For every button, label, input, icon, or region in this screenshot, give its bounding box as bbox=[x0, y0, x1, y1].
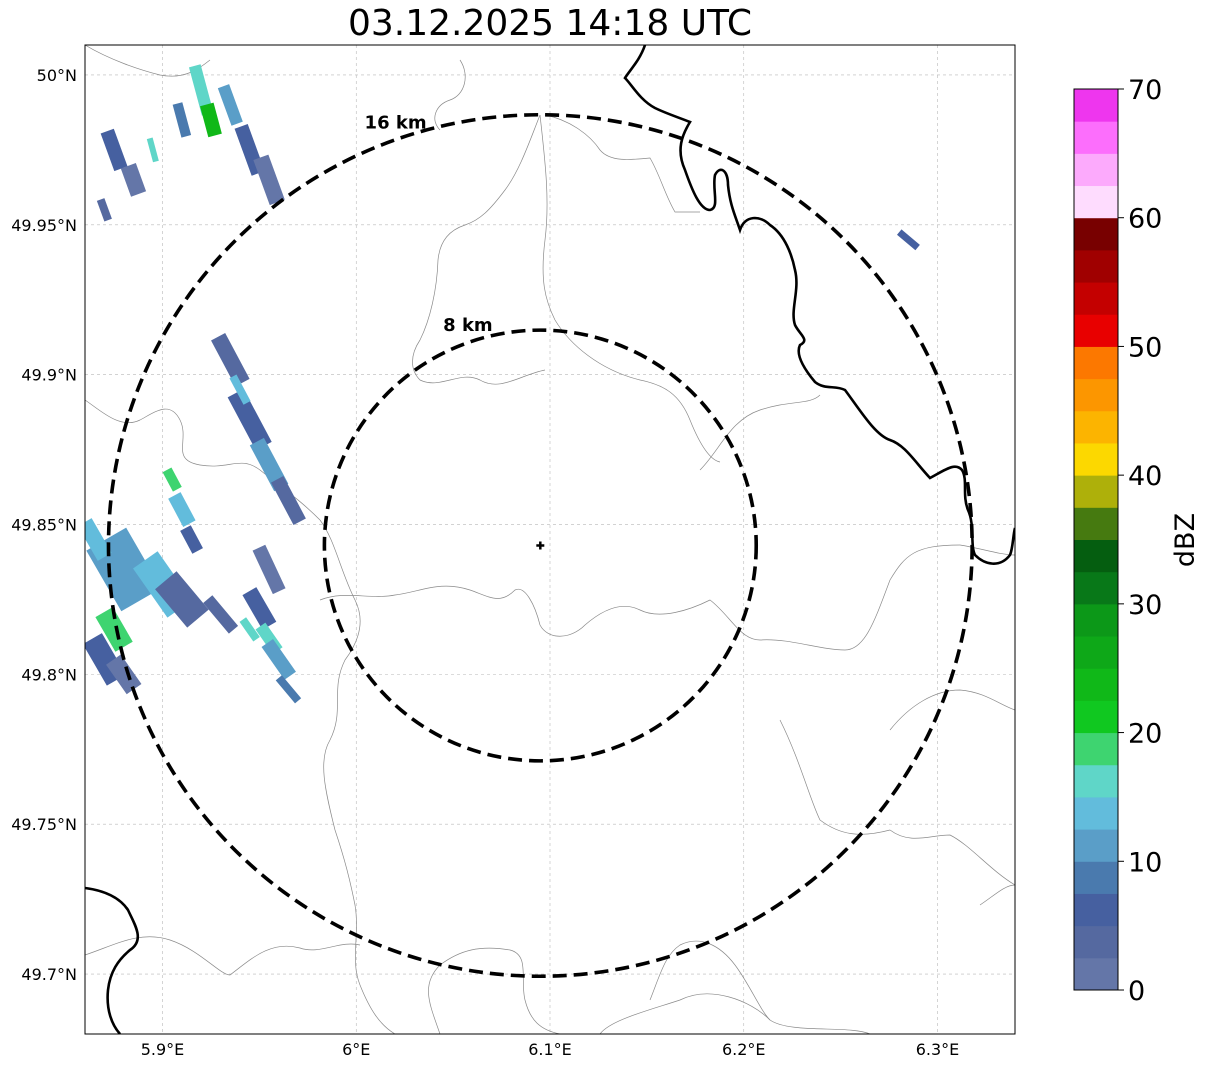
lat-tick-label: 49.7°N bbox=[21, 965, 77, 984]
commune-border bbox=[959, 544, 1015, 556]
echo-cell bbox=[253, 154, 285, 206]
lon-tick-label: 6°E bbox=[342, 1040, 370, 1059]
echo-cell bbox=[211, 332, 250, 387]
echo-cell bbox=[180, 525, 203, 554]
echo-cell bbox=[275, 675, 302, 704]
echo-cell bbox=[217, 84, 243, 126]
echo-cell bbox=[227, 388, 272, 451]
echo-cell bbox=[200, 102, 222, 138]
commune-border bbox=[649, 940, 771, 1021]
echo-cell bbox=[96, 198, 112, 222]
commune-border bbox=[412, 114, 546, 385]
echo-cell bbox=[229, 374, 251, 405]
national-border-east bbox=[623, 45, 1015, 565]
echo-cell bbox=[106, 654, 142, 695]
range-ring bbox=[106, 112, 974, 979]
commune-border bbox=[319, 544, 961, 651]
national-border bbox=[85, 45, 1015, 1034]
echo-cell bbox=[252, 544, 286, 595]
echo-cell bbox=[249, 437, 289, 492]
echo-cell bbox=[203, 595, 239, 634]
commune-border bbox=[319, 519, 396, 1034]
map-frame bbox=[84, 44, 1016, 1035]
lat-tick-label: 49.85°N bbox=[11, 516, 77, 535]
echo-cell bbox=[95, 607, 133, 652]
map-title: 03.12.2025 14:18 UTC bbox=[347, 3, 753, 44]
lat-tick-label: 49.95°N bbox=[11, 216, 77, 235]
lat-tick-label: 49.8°N bbox=[21, 665, 77, 684]
range-ring-label: 8 km bbox=[443, 315, 493, 336]
commune-border bbox=[544, 114, 700, 213]
echo-cell bbox=[85, 518, 112, 561]
radar-location-marker bbox=[536, 541, 545, 550]
commune-border bbox=[889, 689, 1015, 731]
echo-cell bbox=[100, 128, 128, 172]
lat-tick-label: 49.9°N bbox=[21, 366, 77, 385]
lon-tick-label: 6.3°E bbox=[916, 1040, 960, 1059]
lon-tick-label: 6.2°E bbox=[722, 1040, 766, 1059]
national-border-southwest bbox=[85, 886, 140, 1034]
commune-border bbox=[428, 947, 561, 1034]
lat-tick-label: 49.75°N bbox=[11, 815, 77, 834]
echo-cell bbox=[270, 476, 306, 526]
echo-cell bbox=[120, 163, 147, 197]
commune-border bbox=[539, 114, 721, 463]
echo-cell bbox=[168, 492, 196, 527]
echo-cell bbox=[188, 64, 214, 116]
commune-border bbox=[85, 936, 361, 976]
echo-cell bbox=[162, 467, 182, 492]
commune-border bbox=[979, 884, 1015, 906]
echo-cell bbox=[896, 229, 920, 251]
commune-border bbox=[434, 59, 466, 131]
commune-border bbox=[599, 993, 871, 1034]
echo-cell bbox=[239, 617, 260, 642]
echo-cell bbox=[172, 102, 192, 138]
commune-border bbox=[699, 394, 821, 471]
commune-border bbox=[889, 829, 1015, 886]
echo-cell bbox=[155, 571, 209, 628]
range-ring bbox=[322, 328, 759, 763]
echo-cell bbox=[146, 137, 159, 163]
graticule bbox=[85, 45, 1015, 1034]
echo-cell bbox=[261, 638, 296, 680]
lon-tick-label: 5.9°E bbox=[141, 1040, 185, 1059]
longitude-ticks: 5.9°E 6°E 6.1°E 6.2°E 6.3°E bbox=[141, 1040, 960, 1059]
latitude-ticks: 50°N 49.95°N 49.9°N 49.85°N 49.8°N 49.75°N 49.… bbox=[11, 66, 77, 984]
reflectivity-echoes bbox=[85, 64, 920, 704]
lon-tick-label: 6.1°E bbox=[528, 1040, 572, 1059]
lat-tick-label: 50°N bbox=[37, 66, 77, 85]
range-rings: 8 km 16 km bbox=[106, 112, 974, 979]
range-ring-label: 16 km bbox=[365, 113, 427, 134]
echo-cell bbox=[242, 587, 277, 630]
